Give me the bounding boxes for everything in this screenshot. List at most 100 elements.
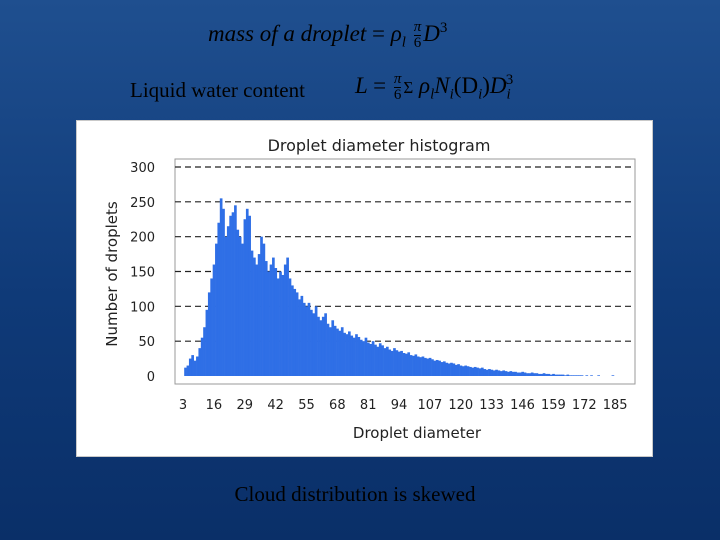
y-tick-label: 100 <box>130 300 155 315</box>
histogram-bar <box>466 366 470 376</box>
bars-group <box>184 198 615 376</box>
mass-formula-numerator: π <box>413 19 422 35</box>
histogram-svg: Droplet diameter histogram 0 50 100 150 200 2… <box>103 136 636 442</box>
histogram-bar <box>393 348 396 376</box>
histogram-bar <box>549 374 553 376</box>
histogram-bar <box>300 295 304 376</box>
histogram-bar <box>267 271 270 376</box>
histogram-bar <box>314 306 318 376</box>
histogram-bar <box>535 373 539 376</box>
histogram-bar <box>224 236 228 376</box>
lwc-formula-rho-sub: l <box>430 86 435 103</box>
lwc-formula-lhs: L <box>355 72 368 98</box>
histogram-bar <box>559 374 563 376</box>
histogram-bar <box>357 336 361 376</box>
histogram-bar <box>590 375 593 376</box>
slide-caption: Cloud distribution is skewed <box>234 482 476 506</box>
histogram-chart: Droplet diameter histogram 0 50 100 150 200 2… <box>76 120 653 457</box>
histogram-bar <box>476 367 479 376</box>
histogram-bar <box>419 357 422 376</box>
y-axis-label: Number of droplets <box>103 201 121 347</box>
histogram-bar <box>369 343 373 376</box>
histogram-bar <box>222 208 225 376</box>
histogram-bar <box>454 364 458 376</box>
histogram-bar <box>210 278 213 376</box>
histogram-bar <box>490 369 494 376</box>
histogram-bar <box>207 292 211 376</box>
histogram-bar <box>450 362 453 376</box>
histogram-bar <box>405 353 408 376</box>
histogram-bar <box>597 375 600 376</box>
histogram-bar <box>350 335 354 376</box>
y-tick-label: 200 <box>130 231 155 246</box>
histogram-bar <box>283 264 287 376</box>
histogram-bar <box>295 292 299 376</box>
histogram-bar <box>371 341 375 376</box>
histogram-bar <box>545 373 548 376</box>
histogram-bar <box>229 215 232 376</box>
y-tick-label: 300 <box>130 161 155 176</box>
histogram-bar <box>324 313 327 376</box>
histogram-bar <box>483 369 487 376</box>
histogram-bar <box>566 374 570 376</box>
histogram-bar <box>326 323 330 376</box>
histogram-bar <box>305 306 308 376</box>
histogram-bar <box>471 367 475 376</box>
histogram-bar <box>492 370 496 376</box>
histogram-bar <box>423 357 427 376</box>
histogram-bar <box>200 337 204 376</box>
mass-formula-lhs: mass of a droplet <box>208 20 367 46</box>
histogram-bar <box>388 349 392 376</box>
histogram-bar <box>526 373 529 376</box>
histogram-bar <box>530 372 534 376</box>
histogram-bar <box>431 359 434 376</box>
histogram-bar <box>402 353 406 376</box>
y-tick-labels: 0 50 100 150 200 250 300 <box>130 161 155 385</box>
histogram-bar <box>556 374 560 376</box>
histogram-bar <box>269 264 273 376</box>
histogram-bar <box>250 250 254 376</box>
histogram-bar <box>386 346 389 376</box>
histogram-bar <box>611 375 615 376</box>
histogram-bar <box>248 215 251 376</box>
histogram-bar <box>528 373 532 376</box>
lwc-formula-n: N <box>434 72 450 98</box>
x-tick-label: 120 <box>448 398 473 413</box>
y-tick-label: 50 <box>138 335 155 350</box>
histogram-bar <box>219 198 223 376</box>
histogram-bar <box>376 346 380 376</box>
histogram-bar <box>186 365 190 376</box>
histogram-bar <box>307 302 311 376</box>
histogram-bar <box>395 350 399 376</box>
histogram-bar <box>293 288 297 376</box>
histogram-bar <box>359 339 363 376</box>
histogram-bar <box>362 341 365 376</box>
histogram-bar <box>464 365 468 376</box>
histogram-bar <box>409 355 413 376</box>
lwc-formula-arg: (D <box>453 72 479 98</box>
histogram-bar <box>234 205 237 376</box>
histogram-bar <box>421 356 425 376</box>
histogram-bar <box>241 243 244 376</box>
histogram-bar <box>262 243 266 376</box>
histogram-bar <box>203 327 206 376</box>
histogram-bar <box>442 361 446 376</box>
histogram-bar <box>416 356 420 376</box>
lwc-formula-sum: Σ <box>403 77 414 97</box>
histogram-bar <box>333 325 337 376</box>
histogram-bar <box>298 299 301 376</box>
histogram-bar <box>188 358 192 376</box>
lwc-label: Liquid water content <box>130 78 305 102</box>
histogram-bar <box>552 373 555 376</box>
lwc-formula-d-exp: 3 <box>505 72 514 89</box>
histogram-bar <box>440 362 444 376</box>
lwc-formula-d: D <box>489 72 507 98</box>
histogram-bar <box>243 219 247 376</box>
histogram-bar <box>509 371 513 376</box>
histogram-bar <box>504 371 508 376</box>
histogram-bar <box>260 236 263 376</box>
histogram-bar <box>193 360 197 376</box>
x-tick-label: 68 <box>329 398 346 413</box>
histogram-bar <box>310 309 313 376</box>
